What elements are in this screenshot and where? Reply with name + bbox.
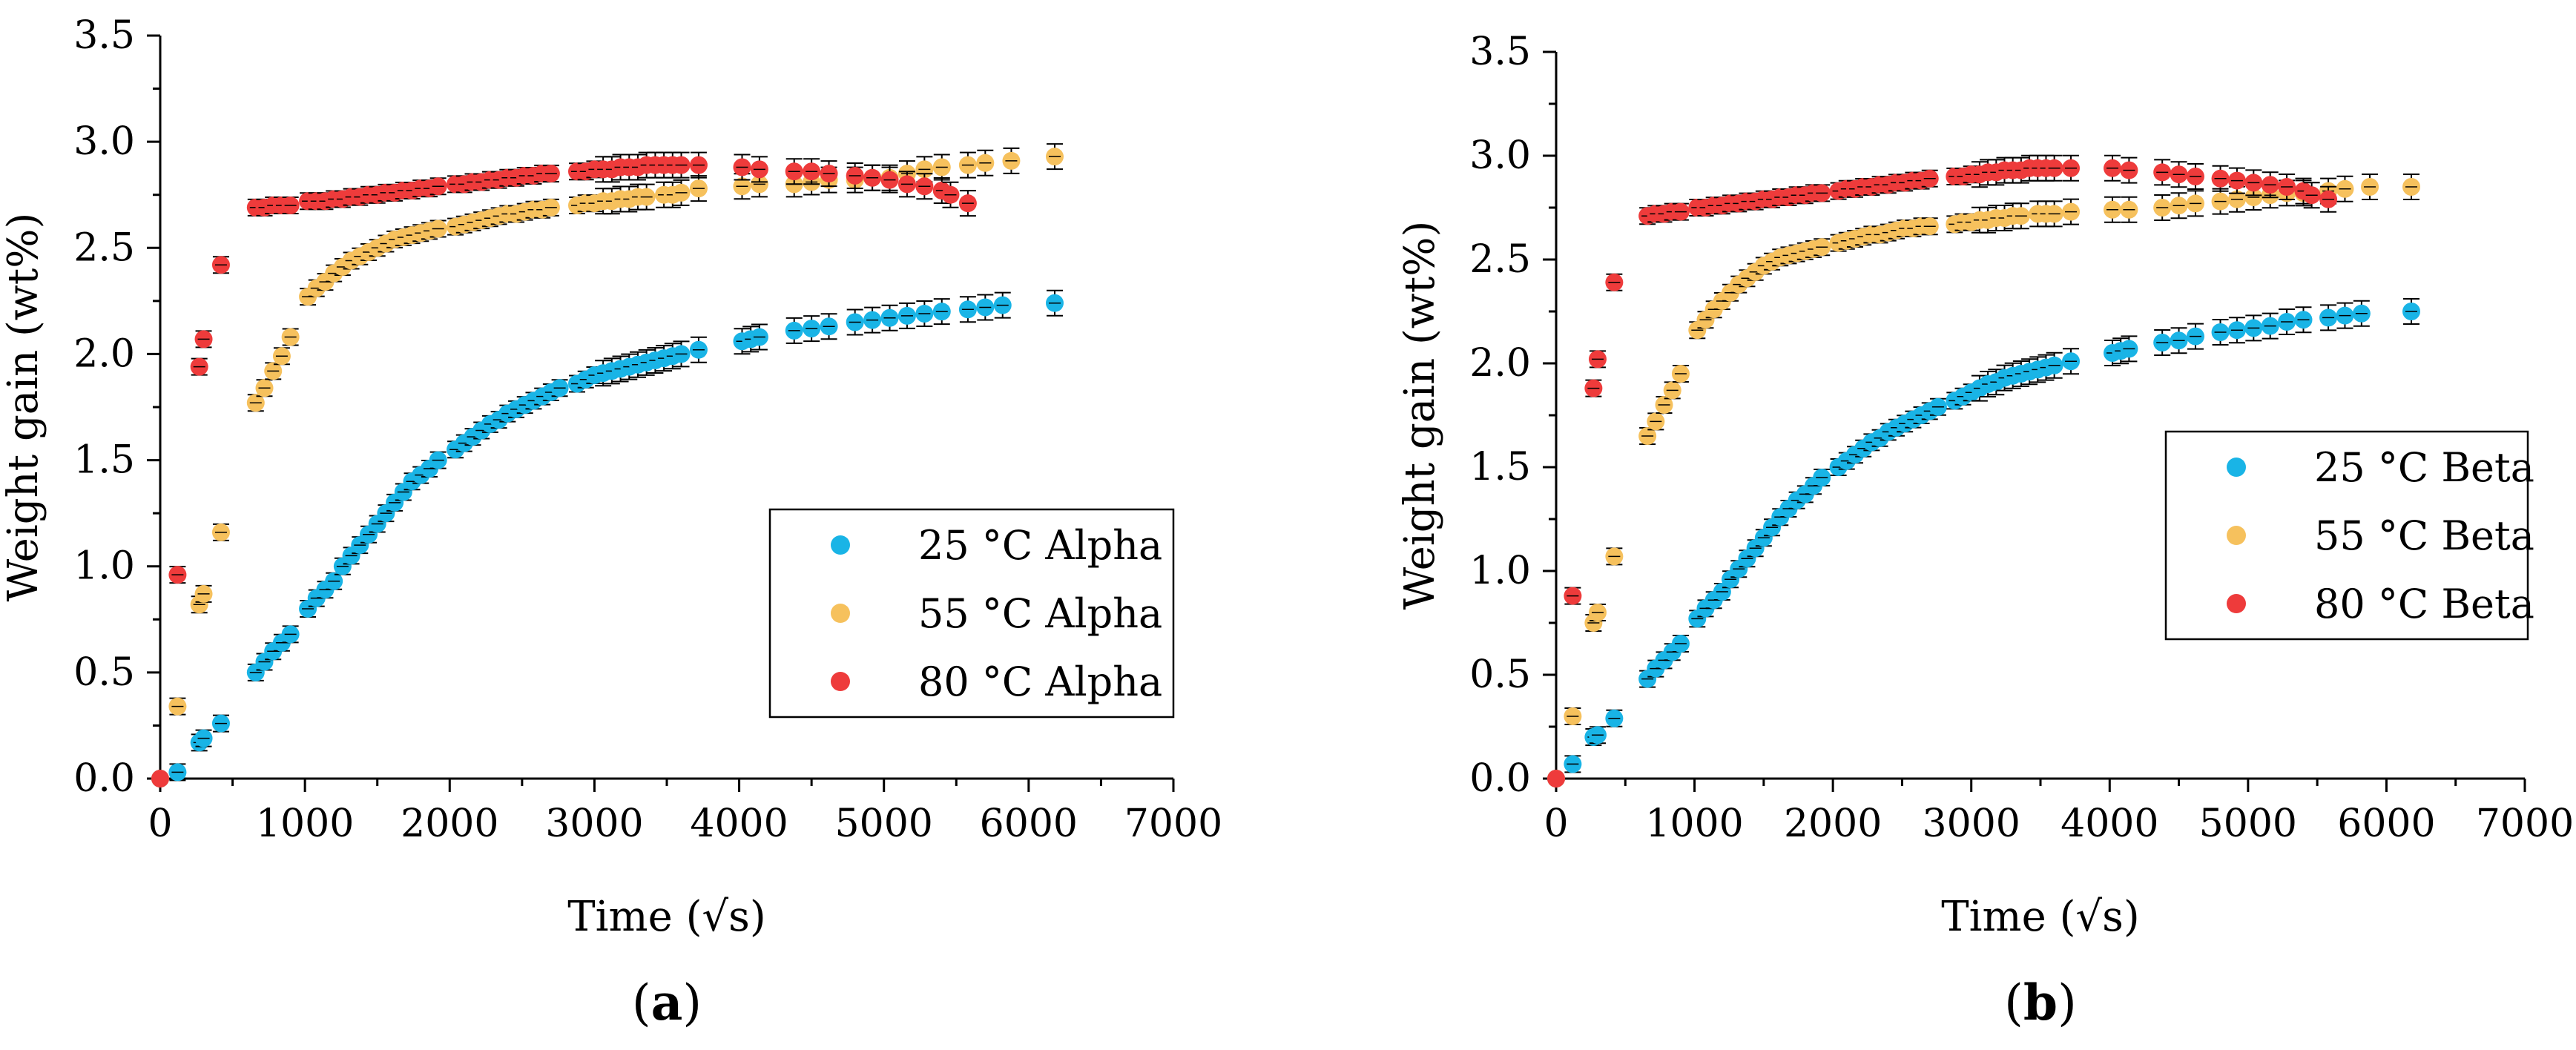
legend-label: 80 °C Beta [2314, 581, 2534, 627]
legend-label: 25 °C Alpha [918, 522, 1162, 569]
data-point [1547, 770, 1565, 788]
legend-label: 55 °C Beta [2314, 512, 2534, 559]
series-3 [1547, 154, 2338, 788]
y-tick-label: 1.0 [73, 544, 135, 589]
x-tick-label: 1000 [1645, 802, 1743, 846]
y-tick-label: 0.0 [1469, 756, 1531, 801]
x-tick-label: 6000 [980, 802, 1078, 846]
legend: 25 °C Alpha 55 °C Alpha 80 °C Alpha [768, 508, 1175, 719]
legend: 25 °C Beta 55 °C Beta 80 °C Beta [2164, 430, 2534, 641]
y-tick-label: 3.5 [1469, 30, 1531, 74]
y-tick-label: 1.5 [1469, 445, 1531, 489]
x-tick-label: 5000 [2199, 802, 2297, 846]
panel-label: (b) [2004, 974, 2077, 1031]
series-1 [1547, 298, 2421, 788]
panel-letter: b [2023, 974, 2058, 1031]
panel-b: 0 1000 2000 3000 4000 5000 6000 7000 0.0 0.5 1.0 1.… [1396, 30, 2574, 1031]
x-tick-label: 5000 [835, 802, 933, 846]
x-axis-title: Time (√s) [1941, 893, 2139, 941]
legend-box [2164, 430, 2529, 641]
x-tick-label: 2000 [401, 802, 498, 846]
legend-marker [831, 604, 850, 623]
series-2 [151, 143, 1064, 788]
legend-label: 55 °C Alpha [918, 590, 1162, 637]
y-tick-label: 0.5 [1469, 653, 1531, 697]
y-tick-label: 2.5 [1469, 237, 1531, 282]
y-tick-label: 2.0 [1469, 341, 1531, 386]
y-axis-title: Weight gain (wt%) [1396, 221, 1444, 610]
y-tick-label: 1.5 [73, 438, 135, 483]
x-tick-label: 4000 [690, 802, 788, 846]
panel-letter: a [651, 974, 683, 1031]
x-tick-label: 6000 [2337, 802, 2435, 846]
data-point [151, 770, 169, 788]
legend-marker [2227, 526, 2246, 545]
y-axis-title: Weight gain (wt%) [0, 213, 47, 602]
x-tick-label: 3000 [1923, 802, 2020, 846]
y-tick-label: 2.0 [73, 331, 135, 376]
y-tick-label: 0.5 [73, 650, 135, 695]
legend-marker [2227, 594, 2246, 613]
y-tick-label: 0.0 [73, 756, 135, 801]
x-tick-label: 3000 [545, 802, 643, 846]
y-tick-label: 1.0 [1469, 549, 1531, 593]
y-tick-label: 3.0 [1469, 133, 1531, 178]
x-tick-label: 0 [148, 802, 172, 846]
series-1 [151, 289, 1064, 788]
legend-label: 25 °C Beta [2314, 444, 2534, 491]
x-tick-label: 0 [1544, 802, 1568, 846]
legend-marker [831, 672, 850, 691]
panel-a: 0 1000 2000 3000 4000 5000 6000 7000 0.0 0.5 1.0 1.… [0, 13, 1222, 1031]
legend-marker [831, 535, 850, 555]
y-tick-label: 3.5 [73, 13, 135, 58]
panel-label: (a) [632, 974, 702, 1031]
y-tick-label: 3.0 [73, 119, 135, 164]
x-tick-label: 1000 [256, 802, 354, 846]
x-tick-label: 7000 [2476, 802, 2574, 846]
legend-marker [2227, 458, 2246, 477]
x-tick-label: 7000 [1124, 802, 1222, 846]
series-3 [151, 151, 977, 788]
y-tick-label: 2.5 [73, 225, 135, 270]
x-tick-label: 4000 [2061, 802, 2158, 846]
x-axis-title: Time (√s) [567, 893, 765, 941]
x-tick-label: 2000 [1784, 802, 1882, 846]
legend-label: 80 °C Alpha [918, 658, 1162, 705]
